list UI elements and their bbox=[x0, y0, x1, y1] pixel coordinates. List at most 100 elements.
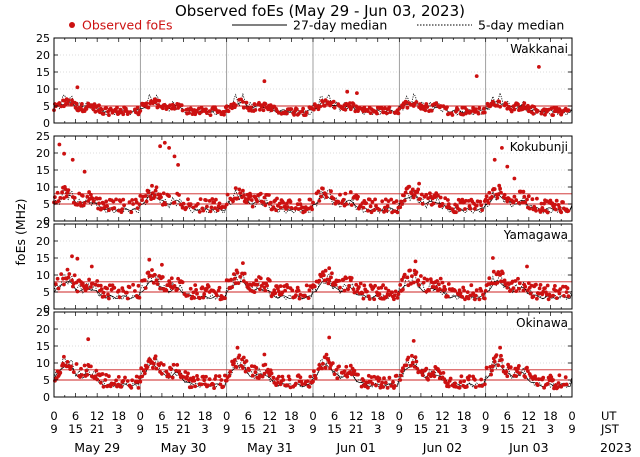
observed-point bbox=[98, 196, 102, 201]
observed-point bbox=[129, 210, 134, 215]
observed-point bbox=[440, 280, 445, 285]
observed-point bbox=[494, 353, 499, 357]
observed-point bbox=[482, 110, 487, 115]
observed-point bbox=[95, 279, 100, 283]
observed-point bbox=[236, 281, 241, 285]
observed-point bbox=[329, 275, 333, 280]
observed-point bbox=[557, 205, 562, 210]
observed-point bbox=[244, 200, 249, 205]
observed-point bbox=[499, 190, 503, 195]
observed-point bbox=[184, 205, 189, 210]
observed-point bbox=[473, 385, 478, 389]
observed-point bbox=[480, 384, 484, 388]
observed-point bbox=[394, 373, 399, 378]
ut-tick-label: 0 bbox=[50, 409, 57, 423]
jst-tick-label: 21 bbox=[176, 422, 191, 436]
observed-point bbox=[96, 283, 100, 288]
observed-point bbox=[464, 198, 468, 203]
observed-point bbox=[453, 289, 457, 293]
observed-point bbox=[401, 366, 405, 370]
observed-point bbox=[162, 140, 167, 145]
observed-point bbox=[186, 371, 190, 376]
observed-point bbox=[304, 110, 309, 115]
observed-point bbox=[125, 296, 130, 301]
observed-point bbox=[305, 379, 310, 383]
observed-point bbox=[252, 290, 257, 294]
observed-point bbox=[292, 113, 296, 117]
observed-point bbox=[65, 360, 70, 364]
observed-point bbox=[223, 373, 227, 378]
observed-point bbox=[143, 194, 148, 198]
observed-point bbox=[241, 188, 245, 193]
observed-point bbox=[153, 188, 158, 193]
observed-point bbox=[417, 283, 421, 287]
observed-point bbox=[382, 376, 386, 381]
observed-point bbox=[553, 202, 557, 207]
observed-point bbox=[496, 363, 501, 368]
day-label: Jun 02 bbox=[422, 440, 462, 455]
observed-point bbox=[140, 198, 145, 203]
observed-point bbox=[295, 285, 300, 290]
day-label: Jun 03 bbox=[508, 440, 548, 455]
observed-point bbox=[434, 285, 439, 290]
observed-point bbox=[531, 294, 536, 299]
observed-point bbox=[370, 381, 375, 386]
observed-point bbox=[404, 363, 409, 368]
jst-tick-label: 15 bbox=[155, 422, 170, 436]
observed-point bbox=[443, 196, 448, 201]
observed-point bbox=[495, 196, 500, 200]
observed-point bbox=[498, 345, 502, 350]
observed-point bbox=[176, 276, 181, 281]
jst-tick-label: 21 bbox=[435, 422, 450, 436]
observed-point bbox=[179, 103, 184, 108]
observed-point bbox=[440, 202, 445, 206]
observed-point bbox=[156, 103, 161, 107]
observed-point bbox=[187, 111, 191, 115]
observed-point bbox=[276, 374, 281, 379]
observed-point bbox=[244, 359, 249, 363]
observed-point bbox=[151, 365, 155, 370]
observed-point bbox=[241, 365, 245, 370]
observed-point bbox=[342, 288, 347, 293]
ut-axis-label: UT bbox=[601, 409, 617, 423]
observed-point bbox=[138, 379, 143, 384]
observed-point bbox=[231, 199, 235, 204]
observed-point bbox=[285, 111, 289, 116]
observed-point bbox=[102, 294, 107, 299]
ut-tick-label: 18 bbox=[111, 409, 126, 423]
observed-point bbox=[373, 197, 377, 202]
observed-point bbox=[297, 198, 302, 202]
observed-point bbox=[527, 206, 532, 211]
observed-point bbox=[241, 355, 246, 360]
observed-point bbox=[86, 337, 91, 342]
observed-point bbox=[348, 190, 353, 194]
observed-point bbox=[137, 202, 142, 207]
observed-point bbox=[107, 113, 111, 117]
observed-point bbox=[74, 101, 79, 106]
observed-point bbox=[70, 278, 74, 283]
observed-point bbox=[140, 374, 145, 379]
observed-point bbox=[144, 101, 149, 106]
observed-point bbox=[491, 269, 496, 274]
observed-point bbox=[566, 209, 571, 213]
y-tick-label: 15 bbox=[36, 66, 50, 79]
observed-point bbox=[168, 281, 172, 286]
observed-point bbox=[268, 200, 273, 205]
observed-point bbox=[407, 184, 412, 189]
observed-point bbox=[152, 193, 157, 198]
observed-point bbox=[57, 142, 62, 147]
ut-tick-label: 0 bbox=[137, 409, 144, 423]
observed-point bbox=[249, 105, 253, 110]
observed-point bbox=[131, 202, 136, 206]
observed-point bbox=[523, 375, 528, 379]
observed-point bbox=[462, 288, 466, 293]
observed-point bbox=[223, 296, 227, 301]
observed-point bbox=[288, 199, 293, 204]
observed-point bbox=[516, 276, 520, 281]
observed-point bbox=[313, 376, 318, 380]
observed-point bbox=[89, 192, 93, 197]
observed-point bbox=[224, 104, 229, 109]
observed-point bbox=[336, 199, 341, 204]
observed-point bbox=[175, 287, 180, 292]
observed-point bbox=[87, 190, 91, 194]
